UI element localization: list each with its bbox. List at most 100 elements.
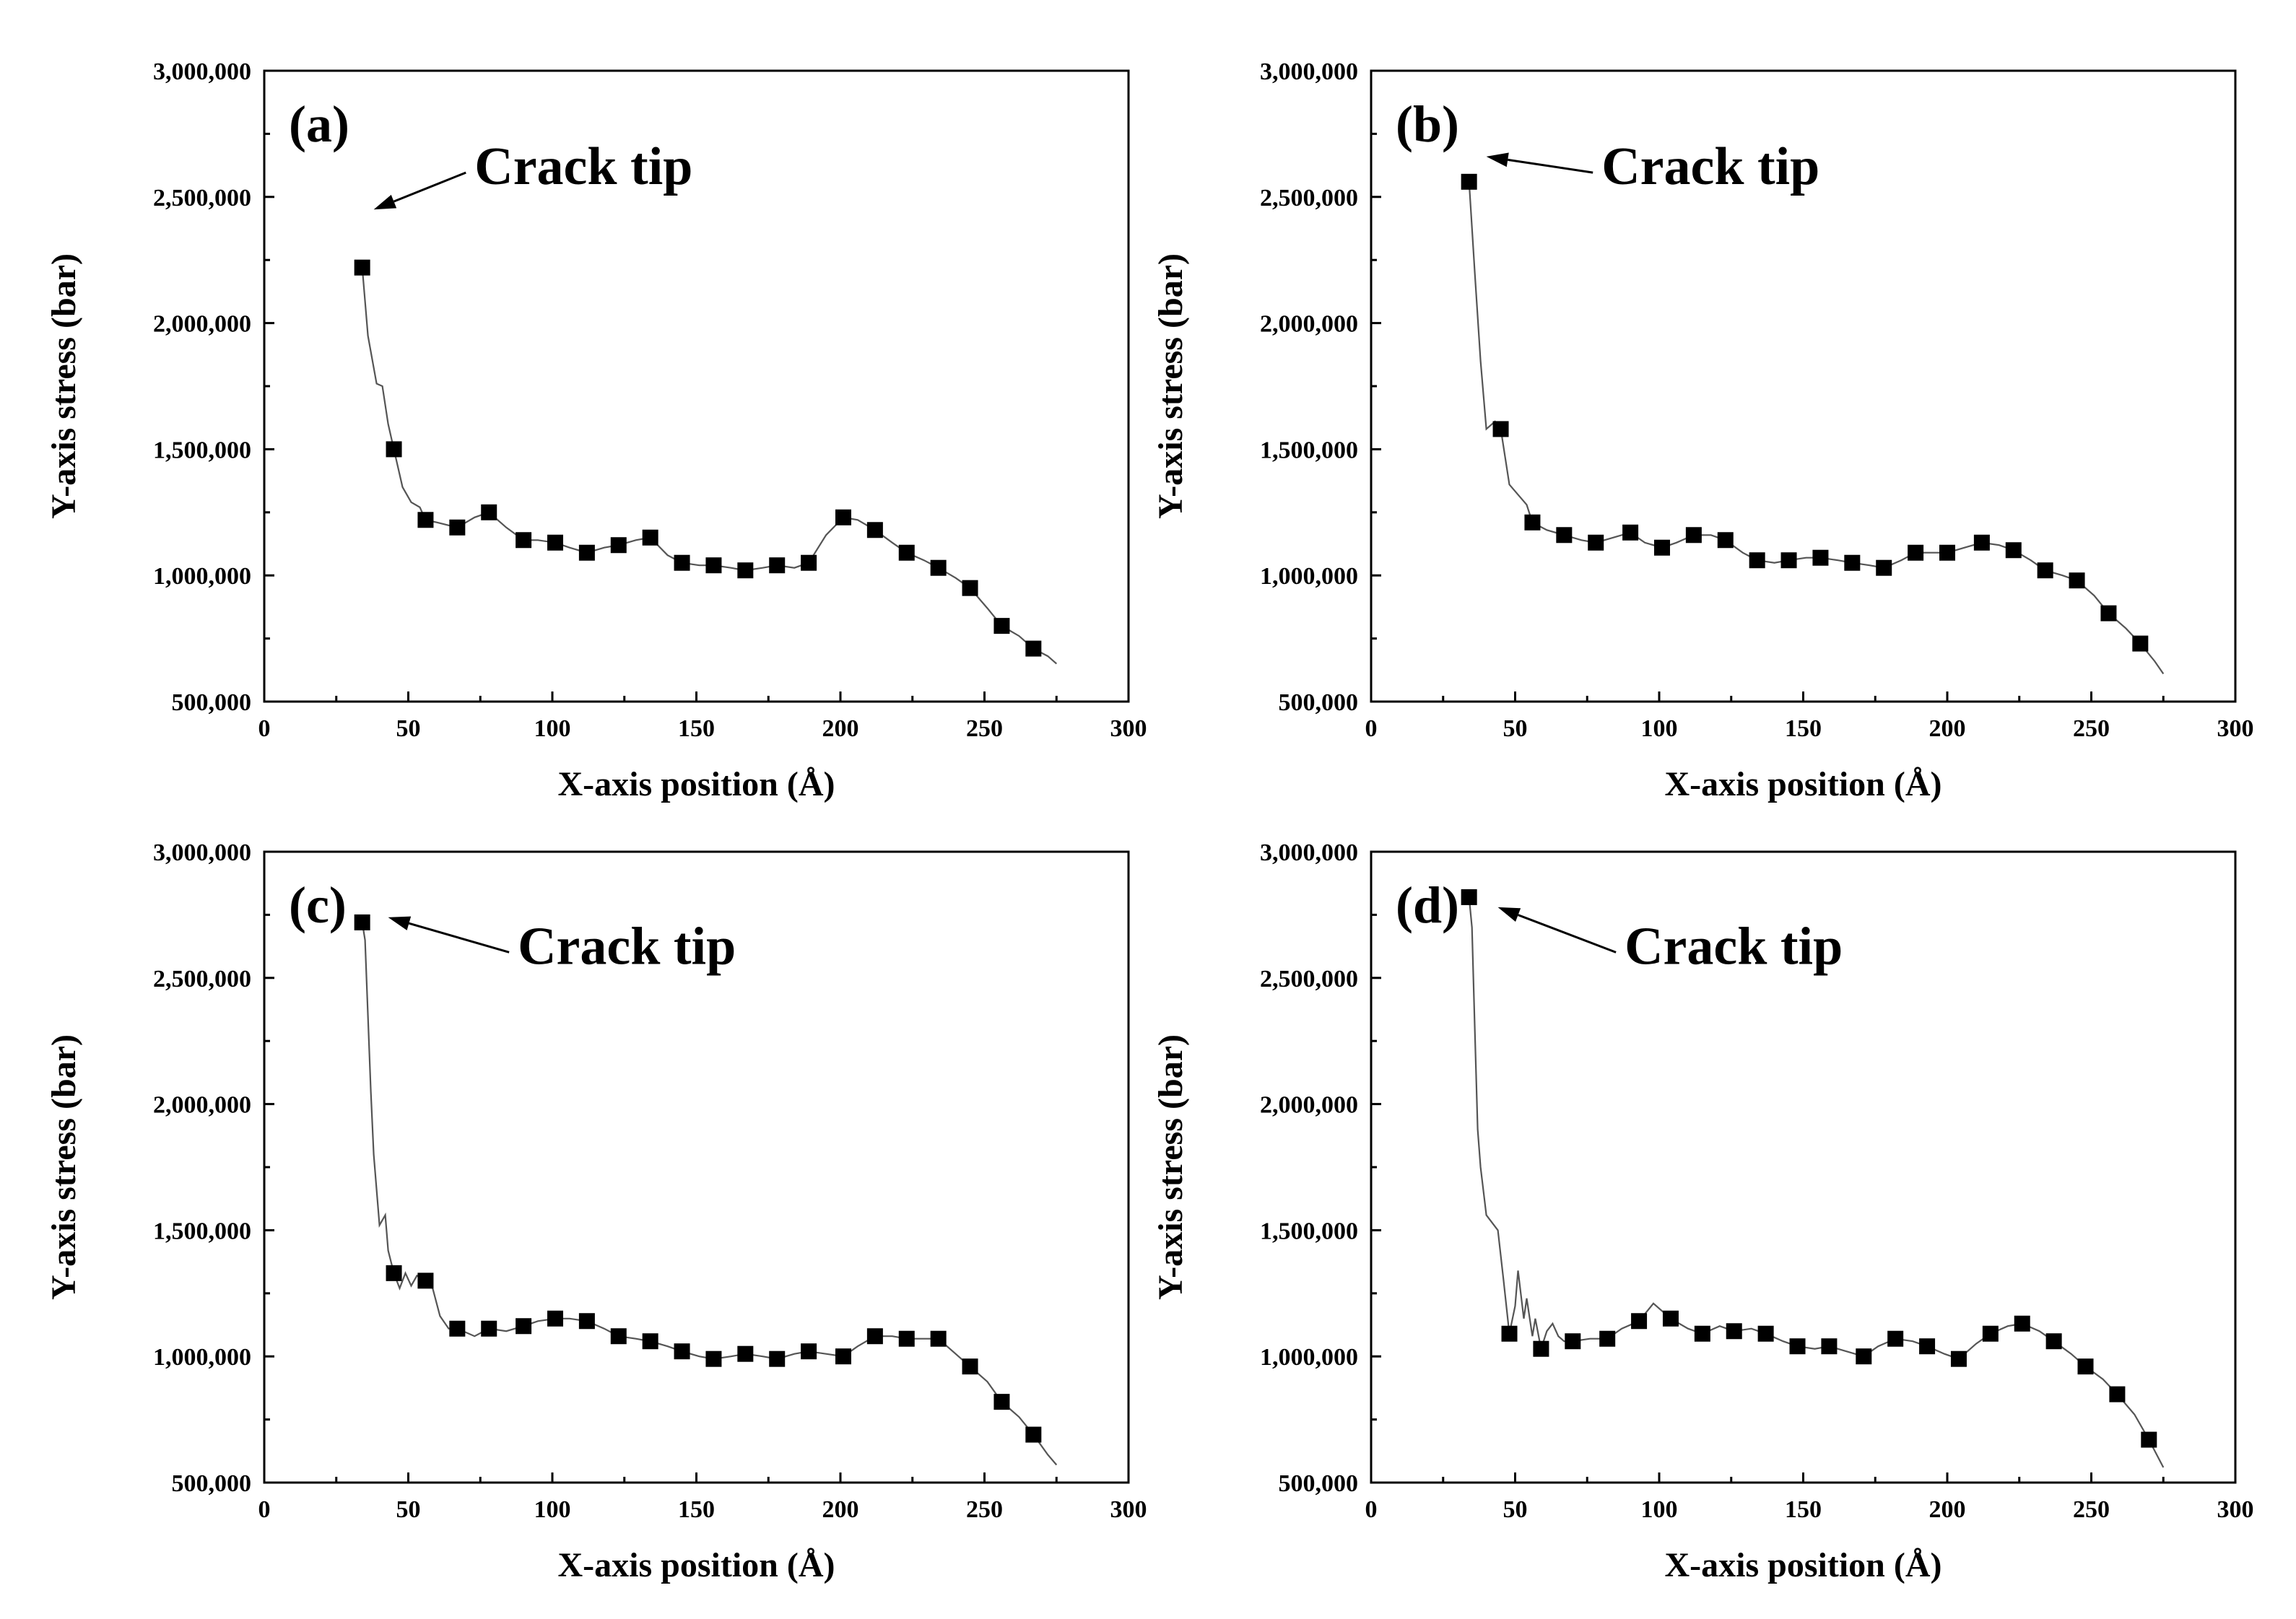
x-tick-label: 250 [966,715,1003,742]
data-point [1876,559,1892,576]
y-tick-label: 1,000,000 [153,1344,251,1371]
x-tick-label: 200 [1929,1496,1966,1523]
annotation-arrowhead [373,194,397,210]
data-point [642,529,658,546]
data-point [674,1343,690,1360]
data-point [769,1350,786,1367]
data-point [1749,552,1765,569]
data-point [516,1318,532,1335]
data-point [417,512,434,528]
y-tick-label: 2,500,000 [1260,185,1358,211]
data-point [578,1313,595,1330]
panel-label: (a) [289,95,349,153]
y-axis-title: Y-axis stress (bar) [1152,253,1190,519]
data-point [866,1328,883,1345]
y-tick-label: 2,000,000 [1260,1092,1358,1119]
chart-panel-2: 0 50 100 150 200 250 300 500,000 1,000,000 1,500,… [1152,58,2254,803]
data-point [2045,1333,2062,1350]
data-point [737,1345,754,1362]
x-tick-label: 100 [534,1496,571,1523]
data-point [2109,1386,2126,1402]
data-point [1622,524,1639,541]
data-point [1025,640,1042,657]
data-point [2037,562,2053,579]
data-point [1533,1340,1549,1357]
data-point [610,537,627,554]
x-tick-label: 150 [678,715,715,742]
data-point [610,1328,627,1345]
y-tick-label: 2,000,000 [153,1092,251,1119]
data-point [993,1394,1010,1410]
data-point [1694,1325,1710,1342]
annotation-arrowhead [1497,907,1521,922]
data-point [1757,1325,1774,1342]
data-point [2100,605,2117,621]
data-point [354,259,370,276]
data-point [1685,527,1702,544]
data-point [1461,889,1477,905]
data-point [1812,549,1829,566]
x-tick-label: 200 [822,715,859,742]
x-tick-label: 300 [2217,1496,2254,1523]
data-point [1908,544,1924,561]
data-point [2132,635,2149,652]
data-point [386,1265,402,1281]
x-tick-label: 50 [1503,715,1528,742]
x-tick-label: 250 [2073,1496,2110,1523]
annotation-arrow [1518,914,1617,953]
data-point [866,522,883,538]
data-point [930,1330,947,1347]
x-tick-label: 0 [1365,715,1378,742]
y-tick-label: 3,000,000 [153,58,251,85]
x-axis-title: X-axis position (Å) [1664,1546,1941,1584]
data-point [1789,1338,1806,1355]
y-tick-label: 1,000,000 [1260,1344,1358,1371]
x-axis-title: X-axis position (Å) [557,765,835,803]
panel-label: (d) [1396,876,1459,934]
data-point [1501,1325,1518,1342]
data-point [737,562,754,579]
data-point [1588,534,1604,551]
data-point [1025,1426,1042,1443]
data-point [1662,1310,1679,1327]
series-line [361,922,1058,1466]
data-point [674,554,690,571]
data-point [1653,539,1670,556]
data-point [2005,542,2022,559]
data-point [1887,1330,1904,1347]
data-point [930,559,947,576]
annotation-arrow [408,922,510,953]
x-tick-label: 50 [396,715,421,742]
y-tick-label: 1,000,000 [1260,563,1358,590]
panel-label: (c) [289,876,347,934]
y-tick-label: 3,000,000 [1260,839,1358,866]
annotation-arrow [1508,158,1593,174]
data-point [835,1348,851,1365]
y-tick-label: 2,500,000 [153,966,251,992]
data-point [481,504,497,520]
y-tick-label: 1,500,000 [153,1218,251,1244]
data-point [1950,1350,1967,1367]
data-point [386,441,402,458]
annotation-arrowhead [1486,152,1509,167]
annotation-arrow [393,171,466,203]
y-tick-label: 2,000,000 [1260,311,1358,338]
data-point [354,914,370,930]
series-line [361,267,1058,665]
x-tick-label: 300 [1110,715,1147,742]
x-tick-label: 150 [1785,1496,1822,1523]
plot-frame [263,69,1130,703]
x-tick-label: 300 [2217,715,2254,742]
data-point [547,534,563,551]
annotation-text: Crack tip [474,137,692,196]
x-tick-label: 250 [2073,715,2110,742]
data-point [1982,1325,1999,1342]
data-point [1856,1348,1872,1365]
data-point [642,1333,658,1350]
data-point [449,1320,466,1337]
data-point [898,544,915,561]
panel-label: (b) [1396,95,1459,153]
data-point [547,1310,563,1327]
data-point [2069,572,2085,589]
y-tick-label: 500,000 [1279,1470,1359,1497]
